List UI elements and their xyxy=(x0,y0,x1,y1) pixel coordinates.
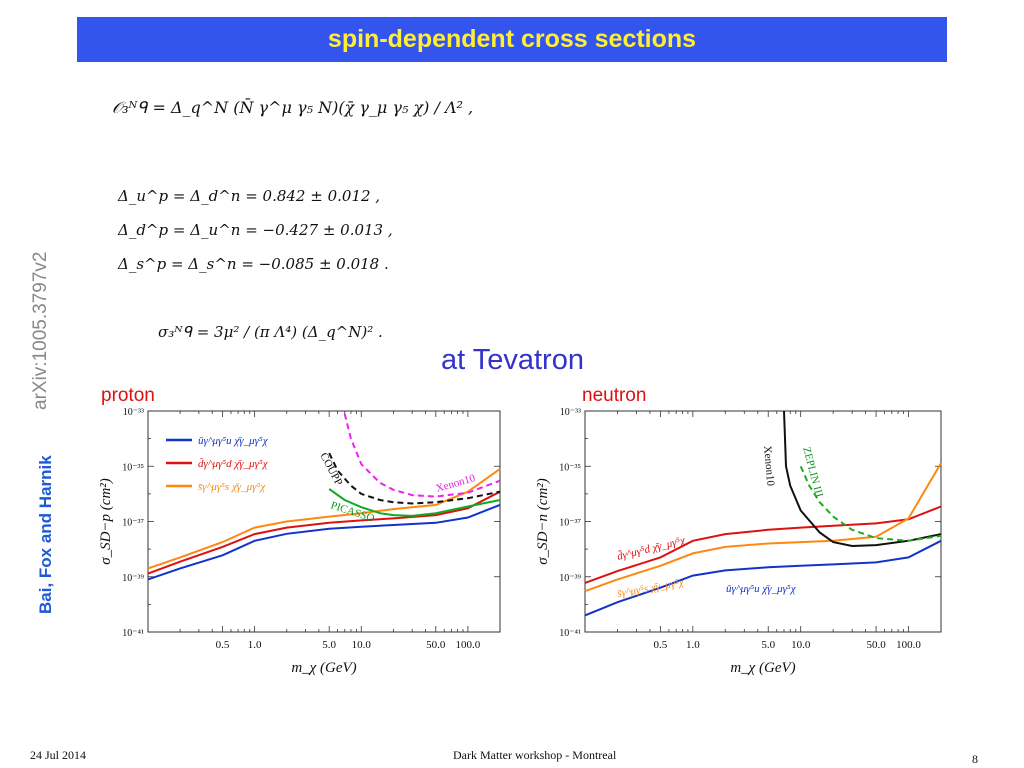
y-tick-label: 10⁻⁴¹ xyxy=(122,628,144,639)
x-tick-label: 10.0 xyxy=(352,639,372,651)
y-tick-label: 10⁻³⁹ xyxy=(559,573,581,584)
curve-annotation: s̄γ^μγ⁵s χ̄γ_μγ⁵χ xyxy=(616,576,685,600)
curve-annotation: COUPP xyxy=(317,451,344,488)
series-line-1-2 xyxy=(584,539,942,617)
sigma-equation: σ₃ᴺᑫ = 3μ² / (π Λ⁴) (Δ_q^N)² . xyxy=(158,323,383,341)
y-tick-label: 10⁻³⁷ xyxy=(559,518,581,529)
y-tick-label: 10⁻³⁵ xyxy=(122,462,144,473)
x-tick-label: 0.5 xyxy=(654,639,668,651)
x-tick-label: 1.0 xyxy=(248,639,262,651)
series-line-1-0 xyxy=(584,505,942,584)
y-axis-label: σ_SD−n (cm²) xyxy=(535,478,551,565)
series-line-0-1 xyxy=(147,490,501,575)
y-tick-label: 10⁻³⁹ xyxy=(122,573,144,584)
x-tick-label: 50.0 xyxy=(866,639,886,651)
x-tick-label: 10.0 xyxy=(791,639,811,651)
curve-annotation: ZEPLIN III xyxy=(800,446,825,499)
delta-u-equation: Δ_u^p = Δ_d^n = 0.842 ± 0.012 , xyxy=(118,187,381,205)
legend-label: s̄γ^μγ⁵s χ̄γ_μγ⁵χ xyxy=(198,481,266,493)
series-line-0-5 xyxy=(328,488,501,517)
x-tick-label: 0.5 xyxy=(216,639,230,651)
series-line-0-4 xyxy=(343,413,501,498)
x-tick-label: 50.0 xyxy=(426,639,446,651)
series-line-1-1 xyxy=(584,462,942,593)
y-tick-label: 10⁻³³ xyxy=(123,407,144,418)
y-tick-label: 10⁻³³ xyxy=(560,407,581,418)
page-number: 8 xyxy=(972,752,978,766)
y-tick-label: 10⁻⁴¹ xyxy=(559,628,581,639)
x-tick-label: 100.0 xyxy=(896,639,921,651)
x-axis-label: m_χ (GeV) xyxy=(291,660,356,676)
x-tick-label: 1.0 xyxy=(686,639,700,651)
slide-title-bar: spin-dependent cross sections xyxy=(77,17,947,62)
series-line-1-4 xyxy=(799,465,942,542)
delta-s-equation: Δ_s^p = Δ_s^n = −0.085 ± 0.018 . xyxy=(118,255,389,273)
curve-annotation: ūγ^μγ⁵u χ̄γ_μγ⁵χ xyxy=(726,583,797,595)
proton-panel-label: proton xyxy=(101,385,155,406)
y-tick-label: 10⁻³⁵ xyxy=(559,462,581,473)
x-tick-label: 5.0 xyxy=(322,639,336,651)
curve-annotation: Xenon10 xyxy=(761,445,777,487)
legend-label: d̄γ^μγ⁵d χ̄γ_μγ⁵χ xyxy=(198,458,269,470)
x-tick-label: 5.0 xyxy=(761,639,775,651)
series-line-0-3 xyxy=(328,452,501,505)
operator-equation: 𝒪₃ᴺᑫ = Δ_q^N (N̄ γ^μ γ₅ N)(χ̄ γ_μ γ₅ χ) … xyxy=(112,98,474,117)
y-axis-label: σ_SD−p (cm²) xyxy=(98,478,114,565)
footer-event: Dark Matter workshop - Montreal xyxy=(453,748,617,762)
tevatron-heading: at Tevatron xyxy=(441,344,584,376)
series-line-0-2 xyxy=(147,468,501,570)
legend-label: ūγ^μγ⁵u χ̄γ_μγ⁵χ xyxy=(198,435,269,447)
x-tick-label: 100.0 xyxy=(456,639,481,651)
neutron-panel-label: neutron xyxy=(582,385,647,406)
slide-title: spin-dependent cross sections xyxy=(327,25,697,53)
series-line-0-0 xyxy=(147,503,501,581)
y-tick-label: 10⁻³⁷ xyxy=(122,518,144,529)
series-line-1-3 xyxy=(783,410,942,548)
x-axis-label: m_χ (GeV) xyxy=(730,660,795,676)
footer-date: 24 Jul 2014 xyxy=(30,748,87,762)
delta-d-equation: Δ_d^p = Δ_u^n = −0.427 ± 0.013 , xyxy=(118,221,393,239)
